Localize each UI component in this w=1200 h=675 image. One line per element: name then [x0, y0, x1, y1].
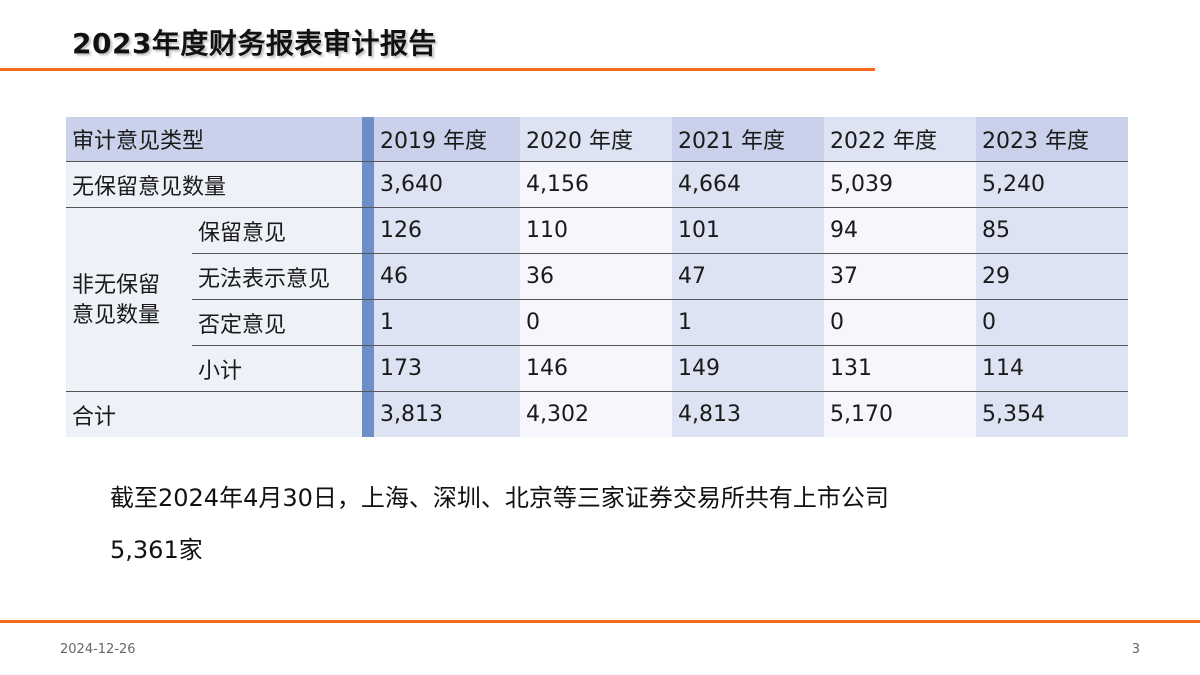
- table-row: 合计 3,813 4,302 4,813 5,170 5,354: [66, 391, 1128, 437]
- table-cell: 1: [374, 299, 520, 346]
- accent-strip: [362, 253, 374, 300]
- row-label: 无法表示意见: [192, 253, 362, 300]
- listed-companies-note: 截至2024年4月30日，上海、深圳、北京等三家证券交易所共有上市公司 5,36…: [110, 472, 1110, 576]
- table-row: 非无保留 意见数量 保留意见 126 110 101 94 85: [66, 207, 1128, 392]
- row-label: 保留意见: [192, 207, 362, 254]
- table-cell: 0: [976, 299, 1128, 346]
- table-cell: 5,170: [824, 391, 976, 437]
- table-cell: 110: [520, 207, 672, 254]
- table-cell: 173: [374, 345, 520, 392]
- table-cell: 101: [672, 207, 824, 254]
- group-label-line: 非无保留: [72, 272, 161, 298]
- table-cell: 29: [976, 253, 1128, 300]
- title-underline: [0, 68, 875, 71]
- accent-strip: [362, 117, 374, 162]
- table-cell: 5,354: [976, 391, 1128, 437]
- table-cell: 126: [374, 207, 520, 254]
- row-label: 否定意见: [192, 299, 362, 346]
- audit-opinion-table: 审计意见类型 2019 年度 2020 年度 2021 年度 2022 年度 2…: [66, 117, 1128, 437]
- table-cell: 146: [520, 345, 672, 392]
- header-opinion-type: 审计意见类型: [66, 117, 362, 162]
- table-cell: 0: [520, 299, 672, 346]
- table-cell: 4,664: [672, 161, 824, 208]
- slide-title: 2023年度财务报表审计报告: [72, 27, 437, 60]
- note-line: 5,361家: [110, 536, 203, 564]
- accent-strip: [362, 345, 374, 392]
- table-cell: 4,156: [520, 161, 672, 208]
- header-year: 2022 年度: [824, 117, 976, 162]
- table-cell: 47: [672, 253, 824, 300]
- page-number: 3: [1131, 642, 1140, 657]
- accent-strip: [362, 391, 374, 437]
- table-cell: 85: [976, 207, 1128, 254]
- table-cell: 3,813: [374, 391, 520, 437]
- header-year: 2021 年度: [672, 117, 824, 162]
- table-cell: 4,302: [520, 391, 672, 437]
- table-cell: 5,039: [824, 161, 976, 208]
- table-cell: 36: [520, 253, 672, 300]
- table-cell: 37: [824, 253, 976, 300]
- table-cell: 46: [374, 253, 520, 300]
- table-cell: 94: [824, 207, 976, 254]
- title-underline-bar: [0, 68, 875, 71]
- row-label: 合计: [66, 391, 362, 437]
- table-cell: 114: [976, 345, 1128, 392]
- table-cell: 0: [824, 299, 976, 346]
- table-row: 无法表示意见 46 36 47 37 29: [66, 253, 1128, 300]
- group-label-line: 意见数量: [72, 302, 161, 328]
- header-year: 2023 年度: [976, 117, 1128, 162]
- table-cell: 131: [824, 345, 976, 392]
- row-label: 无保留意见数量: [66, 161, 362, 208]
- footer-divider: [0, 620, 1200, 623]
- accent-strip: [362, 207, 374, 254]
- row-label: 小计: [192, 345, 362, 392]
- table-row: 否定意见 1 0 1 0 0: [66, 299, 1128, 346]
- table-cell: 3,640: [374, 161, 520, 208]
- group-label: 非无保留 意见数量: [66, 207, 192, 392]
- table-row: 小计 173 146 149 131 114: [66, 345, 1128, 392]
- table-row: 无保留意见数量 3,640 4,156 4,664 5,039 5,240: [66, 161, 1128, 208]
- table-cell: 5,240: [976, 161, 1128, 208]
- header-year: 2020 年度: [520, 117, 672, 162]
- accent-strip: [362, 161, 374, 208]
- header-year: 2019 年度: [374, 117, 520, 162]
- table-header-row: 审计意见类型 2019 年度 2020 年度 2021 年度 2022 年度 2…: [66, 117, 1128, 162]
- footer-divider-bar: [0, 620, 1200, 623]
- table-cell: 4,813: [672, 391, 824, 437]
- table-cell: 1: [672, 299, 824, 346]
- footer-date: 2024-12-26: [60, 642, 136, 657]
- accent-strip: [362, 299, 374, 346]
- table-cell: 149: [672, 345, 824, 392]
- note-line: 截至2024年4月30日，上海、深圳、北京等三家证券交易所共有上市公司: [110, 484, 889, 512]
